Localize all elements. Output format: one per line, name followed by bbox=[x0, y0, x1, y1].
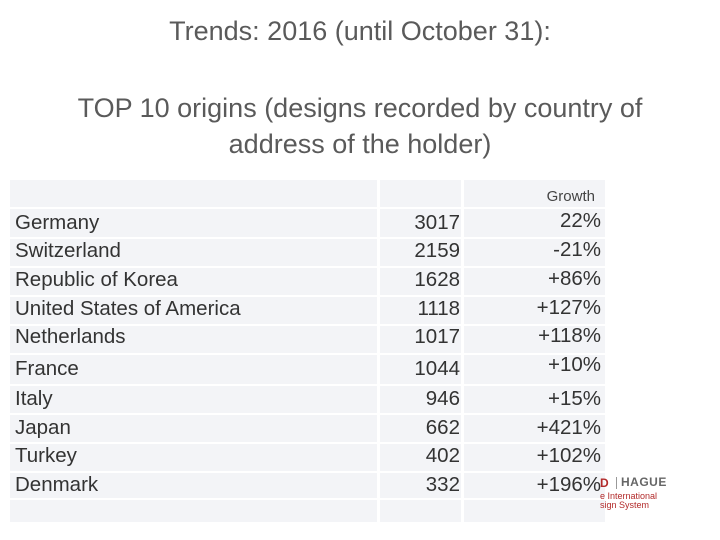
logo-wordmark: HAGUE bbox=[621, 475, 667, 489]
hague-system-logo: D HAGUE e International sign System bbox=[600, 474, 690, 510]
growth-cell: +421% bbox=[536, 416, 601, 439]
logo-mark: D bbox=[600, 476, 610, 490]
row-separator bbox=[10, 237, 605, 239]
growth-cell: 22% bbox=[559, 209, 601, 232]
slide-title: Trends: 2016 (until October 31): bbox=[169, 16, 551, 46]
country-cell: Netherlands bbox=[15, 325, 126, 348]
logo-divider bbox=[616, 477, 617, 489]
row-separator bbox=[10, 471, 605, 473]
row-separator bbox=[10, 442, 605, 444]
country-cell: Switzerland bbox=[15, 239, 121, 262]
growth-cell: +86% bbox=[547, 267, 601, 290]
value-cell: 1118 bbox=[417, 297, 460, 320]
row-separator bbox=[10, 207, 605, 209]
country-cell: Denmark bbox=[15, 473, 99, 496]
country-cell: Turkey bbox=[15, 444, 77, 467]
value-cell: 3017 bbox=[414, 211, 460, 234]
row-separator bbox=[10, 353, 605, 355]
country-cell: Republic of Korea bbox=[15, 268, 178, 291]
value-cell: 946 bbox=[425, 387, 460, 410]
growth-cell: +102% bbox=[536, 444, 601, 467]
row-separator bbox=[10, 324, 605, 326]
growth-column-header: Growth bbox=[546, 188, 595, 205]
value-cell: 662 bbox=[425, 416, 460, 439]
logo-tagline-2: sign System bbox=[600, 500, 650, 510]
growth-cell: -21% bbox=[553, 238, 601, 261]
row-separator bbox=[10, 295, 605, 297]
value-cell: 332 bbox=[425, 473, 460, 496]
growth-cell: +118% bbox=[538, 324, 601, 347]
row-separator bbox=[10, 266, 605, 268]
growth-cell: +196% bbox=[536, 473, 601, 496]
row-separator bbox=[10, 498, 605, 500]
value-cell: 1044 bbox=[414, 357, 460, 380]
country-cell: Germany bbox=[15, 211, 100, 234]
growth-cell: +127% bbox=[536, 296, 601, 319]
value-cell: 1628 bbox=[414, 268, 460, 291]
growth-cell: +15% bbox=[547, 387, 601, 410]
value-cell: 2159 bbox=[414, 239, 460, 262]
growth-cell: +10% bbox=[547, 353, 601, 376]
logo-tagline-1: e International bbox=[600, 491, 658, 501]
country-cell: Italy bbox=[15, 387, 53, 410]
country-cell: Japan bbox=[15, 416, 71, 439]
row-separator bbox=[10, 384, 605, 386]
origins-table: Growth Germany 3017 22% Switzerland 2159… bbox=[10, 180, 605, 522]
value-cell: 1017 bbox=[414, 325, 460, 348]
country-cell: United States of America bbox=[15, 297, 241, 320]
value-cell: 402 bbox=[425, 444, 460, 467]
country-cell: France bbox=[15, 357, 79, 380]
row-separator bbox=[10, 413, 605, 415]
slide-subtitle: TOP 10 origins (designs recorded by coun… bbox=[77, 93, 643, 159]
